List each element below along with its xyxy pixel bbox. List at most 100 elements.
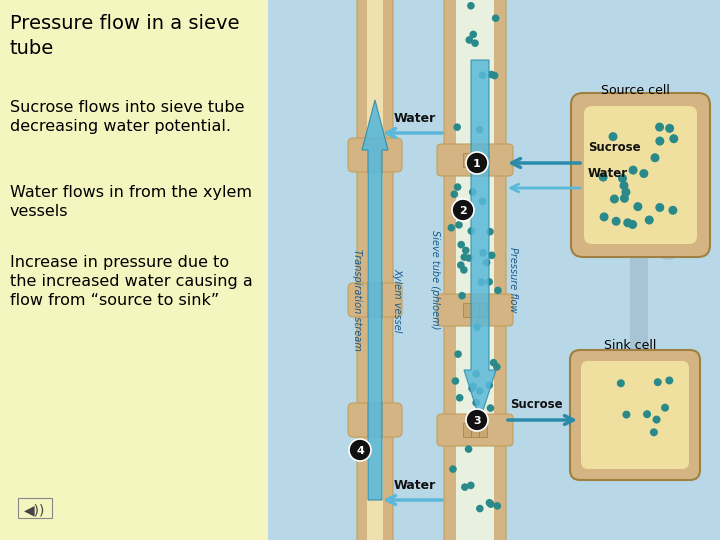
Circle shape: [473, 323, 481, 331]
FancyBboxPatch shape: [437, 414, 513, 446]
Text: Sucrose: Sucrose: [510, 398, 562, 411]
Bar: [18, 498, 52, 518]
FancyBboxPatch shape: [348, 403, 402, 437]
Circle shape: [466, 152, 488, 174]
Bar: [479, 153, 487, 167]
Circle shape: [600, 212, 608, 221]
Circle shape: [461, 483, 469, 491]
Bar: [479, 423, 487, 437]
Circle shape: [608, 132, 618, 141]
Circle shape: [476, 387, 484, 395]
Ellipse shape: [593, 185, 637, 255]
Bar: [479, 303, 487, 317]
Text: ◀)): ◀)): [24, 503, 45, 517]
Circle shape: [639, 169, 648, 178]
Circle shape: [448, 224, 455, 232]
Circle shape: [655, 137, 665, 146]
Circle shape: [465, 446, 472, 453]
Circle shape: [466, 409, 488, 431]
Circle shape: [485, 278, 493, 286]
Circle shape: [349, 439, 371, 461]
Circle shape: [492, 15, 500, 22]
Circle shape: [469, 382, 477, 390]
Circle shape: [467, 227, 475, 235]
Circle shape: [472, 370, 480, 378]
Ellipse shape: [625, 155, 685, 245]
Bar: [463, 303, 471, 317]
Bar: [456, 0, 494, 540]
Bar: [268, 0, 720, 540]
Circle shape: [621, 187, 631, 197]
FancyBboxPatch shape: [437, 294, 513, 326]
Circle shape: [617, 379, 625, 387]
Circle shape: [643, 410, 651, 418]
Circle shape: [494, 287, 502, 294]
Circle shape: [493, 363, 500, 371]
Circle shape: [598, 173, 608, 181]
Circle shape: [469, 31, 477, 38]
Circle shape: [665, 124, 674, 133]
Circle shape: [611, 217, 621, 226]
Circle shape: [451, 191, 458, 198]
Text: Increase in pressure due to
the increased water causing a
flow from “source to s: Increase in pressure due to the increase…: [10, 255, 253, 308]
Circle shape: [461, 253, 468, 261]
Circle shape: [451, 377, 459, 385]
Text: Xylem vessel: Xylem vessel: [392, 268, 402, 332]
Circle shape: [477, 278, 485, 286]
Circle shape: [490, 359, 498, 367]
Bar: [463, 423, 471, 437]
Circle shape: [487, 71, 495, 78]
Bar: [630, 200, 648, 400]
Circle shape: [485, 381, 493, 389]
Text: Water: Water: [588, 167, 628, 180]
FancyBboxPatch shape: [348, 283, 402, 317]
FancyBboxPatch shape: [348, 138, 402, 172]
Text: 4: 4: [356, 446, 364, 456]
Circle shape: [655, 203, 665, 212]
Circle shape: [455, 221, 463, 229]
Circle shape: [466, 36, 473, 44]
Text: Sink cell: Sink cell: [604, 339, 656, 352]
Circle shape: [454, 350, 462, 358]
Circle shape: [652, 416, 660, 423]
Circle shape: [468, 384, 476, 392]
Text: 3: 3: [473, 416, 481, 426]
Text: Water: Water: [394, 112, 436, 125]
Circle shape: [654, 378, 662, 386]
Circle shape: [449, 465, 456, 473]
Circle shape: [650, 428, 658, 436]
Circle shape: [454, 123, 461, 131]
Text: Sucrose flows into sieve tube
decreasing water potential.: Sucrose flows into sieve tube decreasing…: [10, 100, 245, 134]
Bar: [471, 153, 479, 167]
Circle shape: [488, 252, 495, 259]
Circle shape: [485, 499, 493, 507]
Circle shape: [457, 261, 464, 269]
Circle shape: [670, 134, 678, 143]
Circle shape: [483, 259, 490, 266]
Text: Sieve tube (phloem): Sieve tube (phloem): [430, 231, 440, 330]
Circle shape: [618, 174, 627, 183]
FancyBboxPatch shape: [380, 0, 393, 540]
Circle shape: [452, 199, 474, 221]
FancyBboxPatch shape: [444, 0, 459, 540]
Ellipse shape: [648, 200, 688, 260]
Text: 2: 2: [459, 206, 467, 216]
Circle shape: [457, 241, 465, 248]
Circle shape: [480, 249, 487, 256]
Text: Transpiration stream: Transpiration stream: [352, 249, 362, 351]
FancyBboxPatch shape: [437, 144, 513, 176]
Circle shape: [655, 123, 664, 132]
FancyBboxPatch shape: [581, 361, 689, 469]
Bar: [471, 303, 479, 317]
Circle shape: [491, 72, 498, 79]
Circle shape: [472, 399, 480, 407]
Circle shape: [456, 394, 464, 402]
Circle shape: [458, 292, 466, 300]
Circle shape: [479, 198, 486, 205]
FancyBboxPatch shape: [584, 106, 697, 244]
Circle shape: [610, 194, 619, 204]
Circle shape: [472, 39, 479, 47]
Circle shape: [624, 218, 632, 227]
FancyBboxPatch shape: [571, 93, 710, 257]
Circle shape: [467, 2, 474, 10]
